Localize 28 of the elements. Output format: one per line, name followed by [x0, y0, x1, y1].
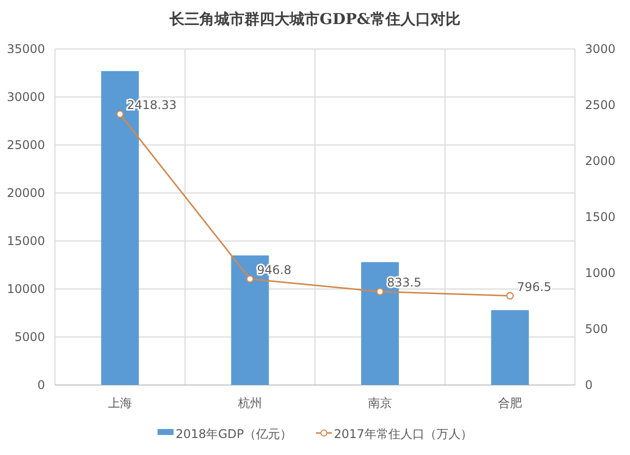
x-tick-label: 杭州 [237, 396, 262, 410]
y2-tick-label: 500 [585, 322, 608, 336]
y-tick-label: 10000 [6, 282, 45, 296]
y2-tick-label: 1500 [585, 210, 616, 224]
y2-tick-label: 2000 [585, 154, 616, 168]
legend-label: 2017年常住人口（万人） [334, 427, 472, 441]
chart-title: 长三角城市群四大城市GDP&常住人口对比 [168, 10, 460, 28]
y2-tick-label: 2500 [585, 98, 616, 112]
y2-tick-label: 3000 [585, 42, 616, 56]
y-tick-label: 15000 [6, 234, 45, 248]
y-tick-label: 0 [37, 378, 45, 392]
legend-label: 2018年GDP（亿元） [176, 427, 292, 441]
bar [491, 310, 529, 385]
y-tick-label: 5000 [14, 330, 45, 344]
y-tick-label: 20000 [6, 186, 45, 200]
y-tick-label: 35000 [6, 42, 45, 56]
y2-tick-label: 1000 [585, 266, 616, 280]
x-tick-label: 合肥 [498, 396, 522, 410]
data-label: 796.5 [517, 280, 552, 294]
point [246, 275, 254, 283]
x-tick-label: 南京 [368, 396, 392, 410]
point [376, 288, 384, 296]
point [116, 110, 124, 118]
y-tick-label: 30000 [6, 90, 45, 104]
y2-tick-label: 0 [585, 378, 593, 392]
y-tick-label: 25000 [6, 138, 45, 152]
point [506, 292, 514, 300]
x-tick-label: 上海 [108, 396, 132, 410]
